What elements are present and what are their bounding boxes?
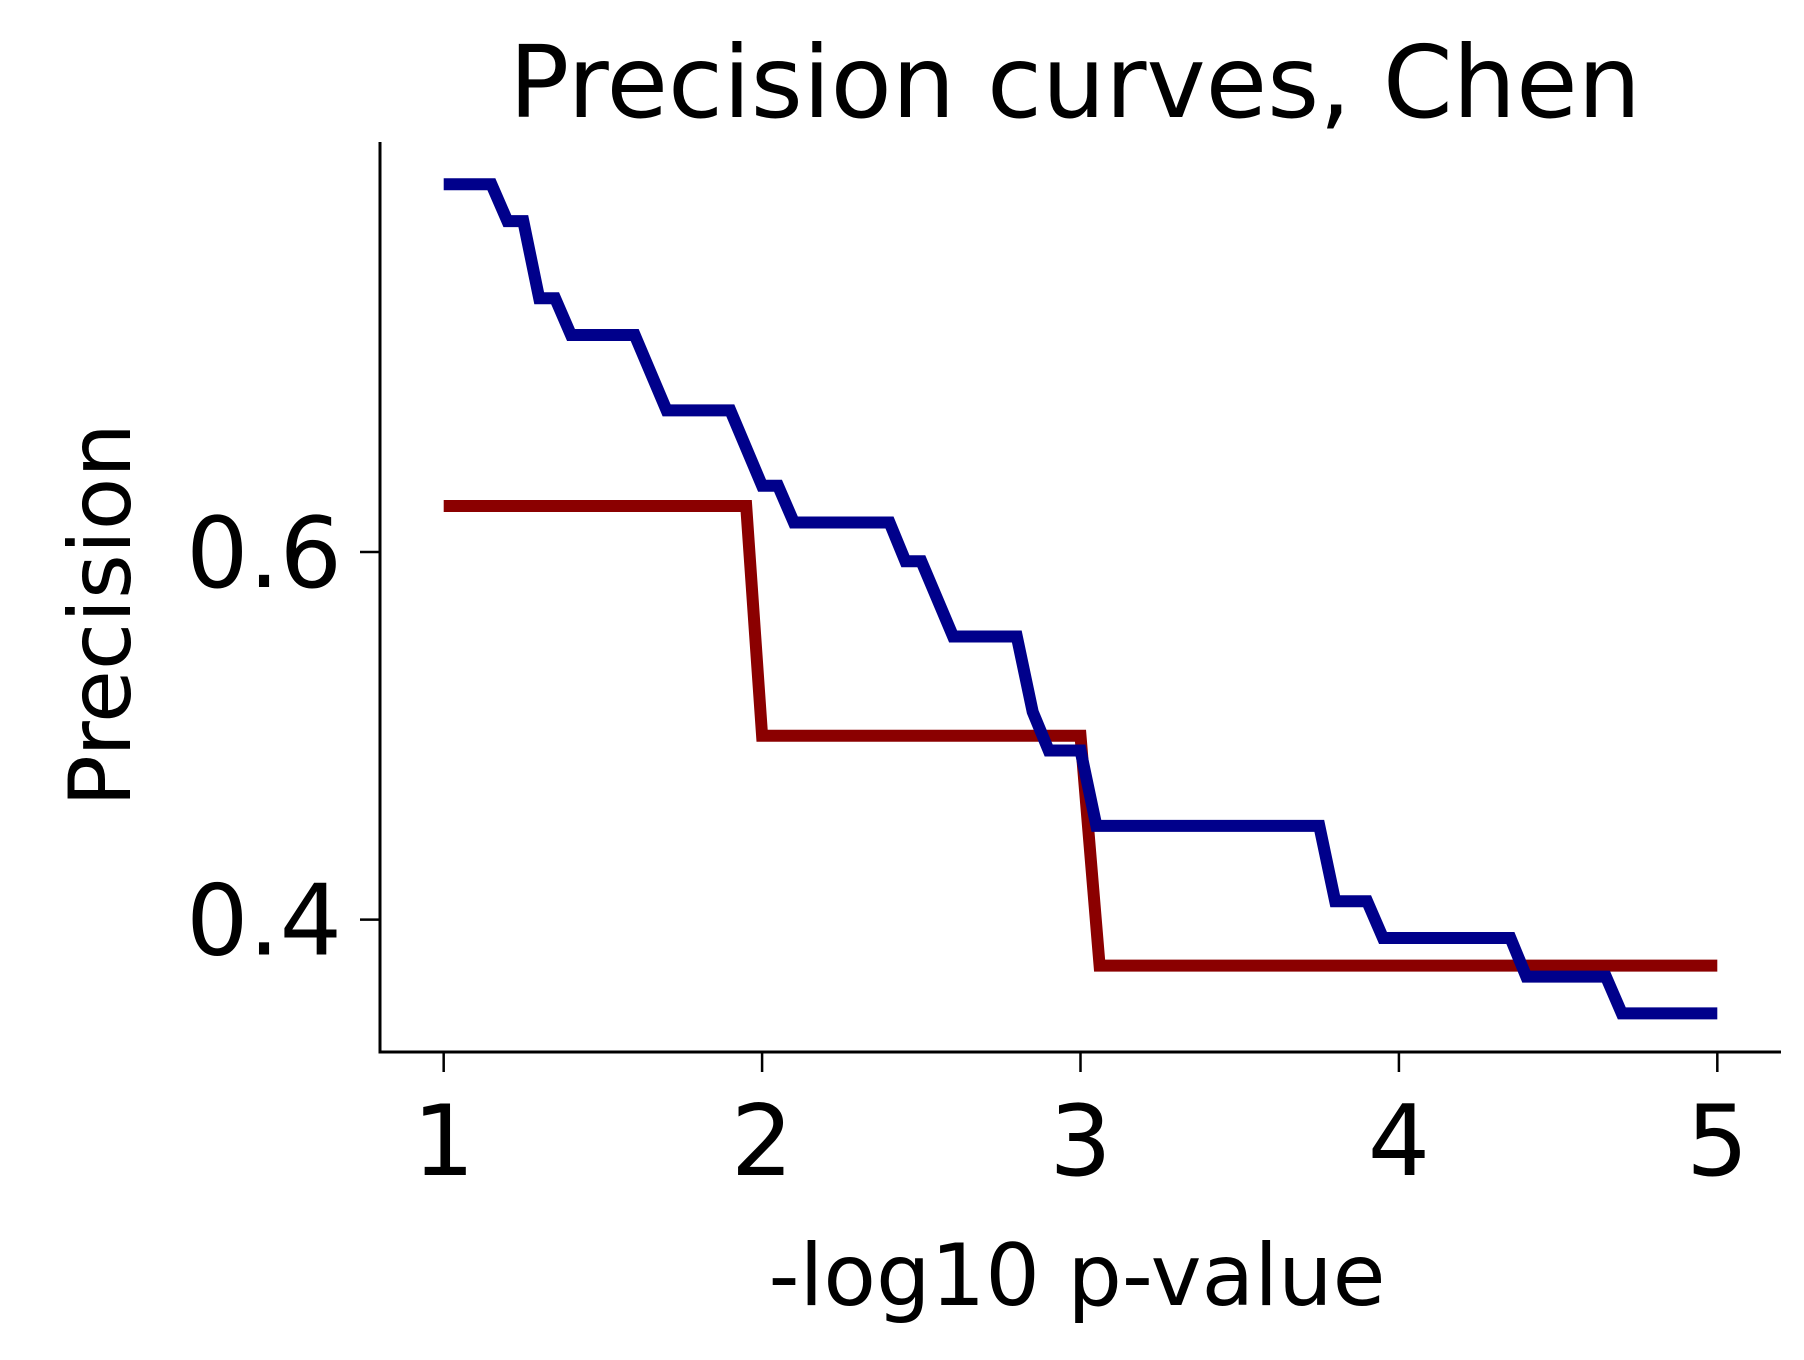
y-axis-label: Precision [51, 423, 151, 807]
y-tick-label: 0.4 [186, 865, 342, 979]
x-axis-label: -log10 p-value [768, 1226, 1385, 1326]
x-tick-label: 1 [413, 1085, 475, 1199]
series-line-2 [443, 178, 1718, 1020]
x-tick-label: 4 [1368, 1085, 1430, 1199]
chart-title: Precision curves, Chen [509, 24, 1641, 141]
x-tick-label: 2 [731, 1085, 793, 1199]
series-line-1 [443, 500, 1718, 972]
y-tick-label: 0.6 [186, 497, 342, 611]
plot-area: 1 2 3 4 5 0.4 0.6 [186, 142, 1781, 1199]
x-tick-label: 3 [1049, 1085, 1111, 1199]
x-tick-label: 5 [1686, 1085, 1748, 1199]
